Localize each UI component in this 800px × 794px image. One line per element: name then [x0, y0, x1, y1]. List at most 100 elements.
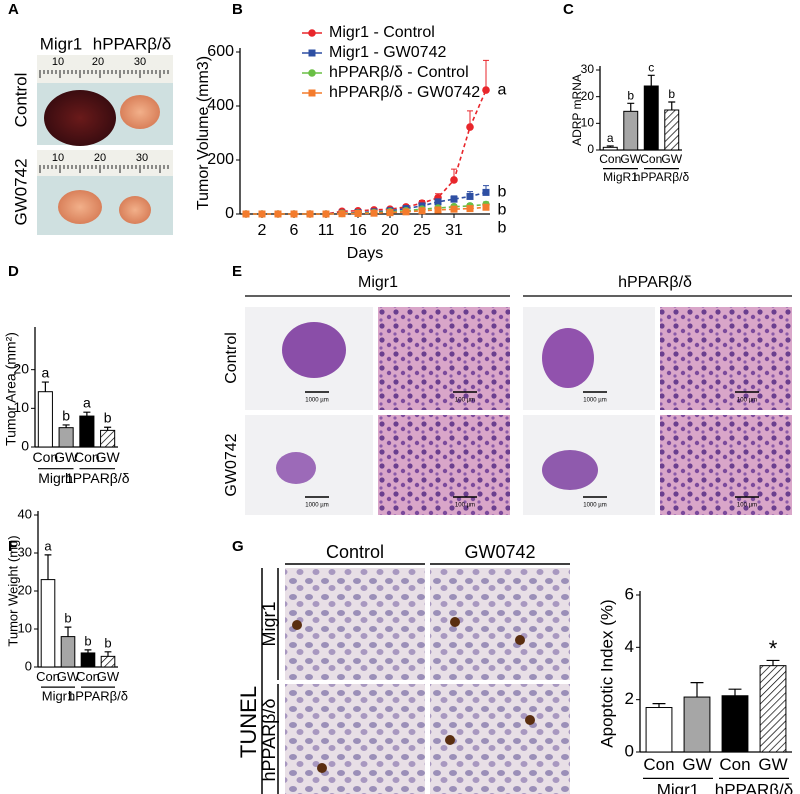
y-tick-label: 30	[581, 62, 595, 76]
x-tick-label: Con	[76, 669, 100, 684]
column-label: hPPARβ/δ	[93, 34, 171, 53]
bar	[664, 109, 680, 151]
column-label: Migr1	[40, 34, 83, 53]
error-bar	[41, 381, 49, 392]
bar	[40, 579, 56, 668]
column-label: GW0742	[464, 542, 535, 562]
x-tick-label: Con	[640, 152, 662, 166]
y-tick-label: 40	[18, 506, 32, 521]
error-bar	[606, 145, 614, 148]
legend-marker	[308, 29, 316, 37]
significance-label: a	[41, 364, 49, 380]
series-end-label: b	[498, 220, 507, 237]
x-tick-label: 20	[381, 222, 399, 239]
data-point	[466, 205, 474, 213]
data-point	[450, 195, 458, 203]
panel-letter: A	[8, 1, 19, 18]
group-label: MigR1	[603, 170, 638, 184]
error-bar	[652, 702, 666, 708]
bar	[683, 696, 711, 753]
group-label: Migr1	[42, 688, 75, 703]
x-tick-label: 11	[318, 222, 335, 239]
significance-label: b	[104, 635, 111, 650]
x-tick-label: 6	[290, 222, 299, 239]
bar	[37, 391, 53, 448]
series-line	[246, 206, 487, 215]
data-point	[242, 210, 250, 218]
row-label: Migr1	[259, 601, 279, 646]
x-tick-label: 2	[258, 222, 267, 239]
x-axis-label: Days	[347, 245, 383, 262]
bar	[79, 415, 95, 448]
error-bar	[44, 554, 52, 580]
y-axis-label: Tumor Volume (mm3)	[195, 56, 212, 210]
y-tick-label: 2	[625, 689, 634, 708]
data-point	[338, 210, 346, 218]
legend-label: Migr1 - Control	[329, 24, 435, 41]
bar	[602, 146, 618, 151]
data-point	[290, 210, 298, 218]
data-point	[258, 210, 266, 218]
row-label: Control	[11, 73, 30, 128]
significance-label: *	[769, 636, 778, 661]
panel-letter: F	[8, 538, 17, 555]
legend-label: Migr1 - GW0742	[329, 44, 446, 61]
y-axis-label: ADRP mRNA	[570, 74, 584, 146]
legend-marker	[308, 49, 316, 57]
y-tick-label: 0	[625, 741, 634, 760]
scale-label: 100 µm	[455, 398, 475, 404]
x-tick-label: GW	[661, 152, 682, 166]
x-tick-label: 16	[349, 222, 367, 239]
assay-label: TUNEL	[236, 686, 261, 758]
x-tick-label: GW	[758, 755, 787, 774]
error-bar	[483, 59, 489, 91]
ruler-label: 10	[52, 152, 64, 164]
ruler-label: 30	[134, 56, 146, 68]
scale-label: 100 µm	[455, 503, 475, 509]
bar	[100, 655, 116, 668]
column-label: Control	[326, 542, 384, 562]
ruler-label: 10	[52, 56, 64, 68]
significance-label: a	[607, 131, 614, 145]
bar	[58, 427, 74, 448]
scale-label: 1000 µm	[305, 398, 328, 404]
x-tick-label: Con	[599, 152, 621, 166]
data-point	[482, 86, 490, 94]
significance-label: b	[668, 87, 675, 101]
error-bar	[84, 649, 92, 653]
series-line	[246, 89, 487, 215]
error-bar	[766, 659, 780, 666]
group-label: hPPARβ/δ	[68, 688, 128, 703]
x-tick-label: GW	[96, 449, 121, 465]
scale-label: 1000 µm	[583, 503, 606, 509]
scale-label: 100 µm	[737, 503, 757, 509]
data-point	[418, 207, 426, 215]
x-tick-label: GW	[682, 755, 711, 774]
significance-label: a	[44, 539, 52, 554]
x-tick-label: 25	[413, 222, 431, 239]
y-tick-label: 0	[587, 142, 594, 156]
bar	[80, 652, 96, 668]
scale-label: 1000 µm	[305, 503, 328, 509]
series-end-label: b	[498, 202, 507, 219]
bar	[643, 85, 659, 151]
photo-panel-g	[261, 563, 570, 794]
x-tick-label: Con	[74, 449, 100, 465]
bar	[759, 665, 787, 753]
error-bar	[62, 424, 70, 428]
panel-letter: E	[232, 263, 242, 280]
significance-label: b	[84, 634, 91, 649]
error-bar	[104, 426, 112, 431]
scale-label: 1000 µm	[583, 398, 606, 404]
x-tick-label: Con	[33, 449, 59, 465]
row-label: Control	[223, 332, 240, 384]
legend-label: hPPARβ/δ - GW0742	[329, 84, 480, 101]
ruler-label: 20	[92, 56, 104, 68]
error-bar	[668, 101, 676, 110]
group-label: hPPARβ/δ	[634, 170, 690, 184]
y-tick-label: 400	[207, 97, 234, 114]
group-label: Migr1	[657, 781, 700, 794]
y-axis-label: Tumor Area (mm²)	[3, 332, 19, 446]
error-bar	[627, 102, 635, 112]
